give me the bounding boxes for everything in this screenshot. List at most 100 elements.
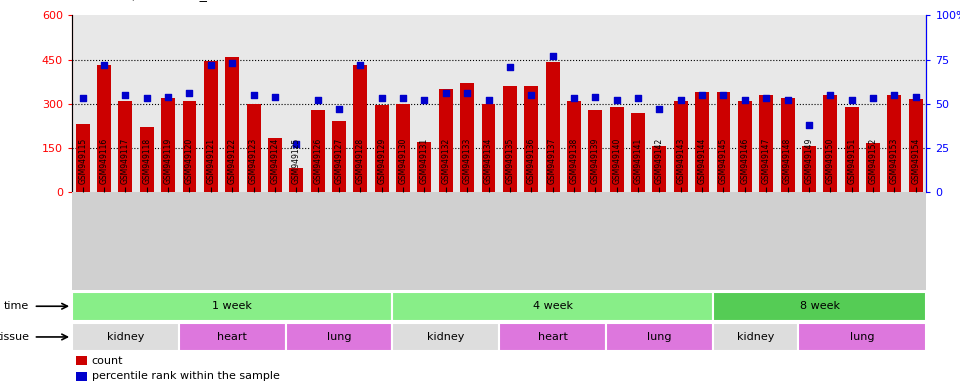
Bar (247, 104, 260, 192)
Point (865, 95, 880, 101)
Bar (311, 109, 324, 192)
Bar (332, 121, 346, 192)
Bar (712, 292, 926, 321)
Point (566, 95, 582, 101)
Point (588, 94, 603, 100)
Text: percentile rank within the sample: percentile rank within the sample (91, 371, 279, 381)
Bar (712, 323, 799, 351)
Bar (738, 101, 752, 192)
Point (887, 92, 902, 98)
Point (417, 97, 432, 103)
Bar (588, 109, 602, 192)
Point (908, 94, 924, 100)
Point (310, 97, 325, 103)
Point (694, 92, 709, 98)
Point (289, 141, 304, 147)
Text: lung: lung (326, 332, 351, 342)
Text: time: time (4, 301, 29, 311)
Point (331, 106, 347, 112)
Point (502, 63, 517, 70)
Bar (204, 61, 218, 192)
Bar (866, 144, 880, 192)
Point (652, 106, 667, 112)
Point (396, 95, 411, 101)
Point (139, 95, 155, 101)
Point (118, 92, 133, 98)
Bar (674, 101, 687, 192)
Bar (695, 92, 709, 192)
Point (823, 92, 838, 98)
Point (631, 95, 646, 101)
Point (523, 92, 539, 98)
Bar (567, 101, 581, 192)
Bar (653, 146, 666, 192)
Point (267, 94, 282, 100)
Bar (606, 323, 712, 351)
Text: 1 week: 1 week (212, 301, 252, 311)
Bar (799, 323, 926, 351)
Point (460, 90, 475, 96)
Bar (439, 89, 453, 192)
Bar (610, 107, 624, 192)
Bar (393, 323, 499, 351)
Bar (759, 95, 773, 192)
Point (673, 97, 688, 103)
Text: count: count (91, 356, 123, 366)
Point (609, 97, 624, 103)
Point (802, 122, 817, 128)
Point (96, 62, 111, 68)
Bar (524, 86, 539, 192)
Bar (268, 137, 282, 192)
Bar (226, 56, 239, 192)
Text: lung: lung (850, 332, 875, 342)
Text: heart: heart (538, 332, 567, 342)
Bar (824, 95, 837, 192)
Point (545, 53, 561, 59)
Bar (396, 104, 410, 192)
Point (374, 95, 390, 101)
Bar (503, 86, 516, 192)
Bar (286, 323, 393, 351)
Bar (76, 356, 87, 365)
Point (481, 97, 496, 103)
Bar (460, 83, 474, 192)
Bar (161, 98, 175, 192)
Point (352, 62, 368, 68)
Point (844, 97, 859, 103)
Point (246, 92, 261, 98)
Point (716, 92, 732, 98)
Bar (97, 65, 111, 192)
Point (181, 90, 197, 96)
Bar (716, 92, 731, 192)
Text: heart: heart (217, 332, 247, 342)
Bar (72, 292, 393, 321)
Point (758, 95, 774, 101)
Point (780, 97, 795, 103)
Bar (482, 104, 495, 192)
Text: 8 week: 8 week (800, 301, 840, 311)
Point (204, 62, 219, 68)
Text: lung: lung (647, 332, 672, 342)
Point (438, 90, 453, 96)
Bar (545, 63, 560, 192)
Bar (499, 323, 606, 351)
Bar (887, 95, 901, 192)
Text: kidney: kidney (107, 332, 144, 342)
Point (737, 97, 753, 103)
Bar (845, 107, 858, 192)
Text: 4 week: 4 week (533, 301, 572, 311)
Text: kidney: kidney (427, 332, 465, 342)
Bar (118, 101, 132, 192)
Bar (140, 127, 154, 192)
Bar (418, 142, 431, 192)
Bar (631, 113, 645, 192)
Bar (289, 169, 303, 192)
Bar (182, 101, 197, 192)
Point (160, 94, 176, 100)
Text: tissue: tissue (0, 332, 29, 342)
Bar (72, 323, 179, 351)
Text: kidney: kidney (737, 332, 774, 342)
Bar (179, 323, 286, 351)
Bar (76, 372, 87, 381)
Bar (909, 99, 923, 192)
